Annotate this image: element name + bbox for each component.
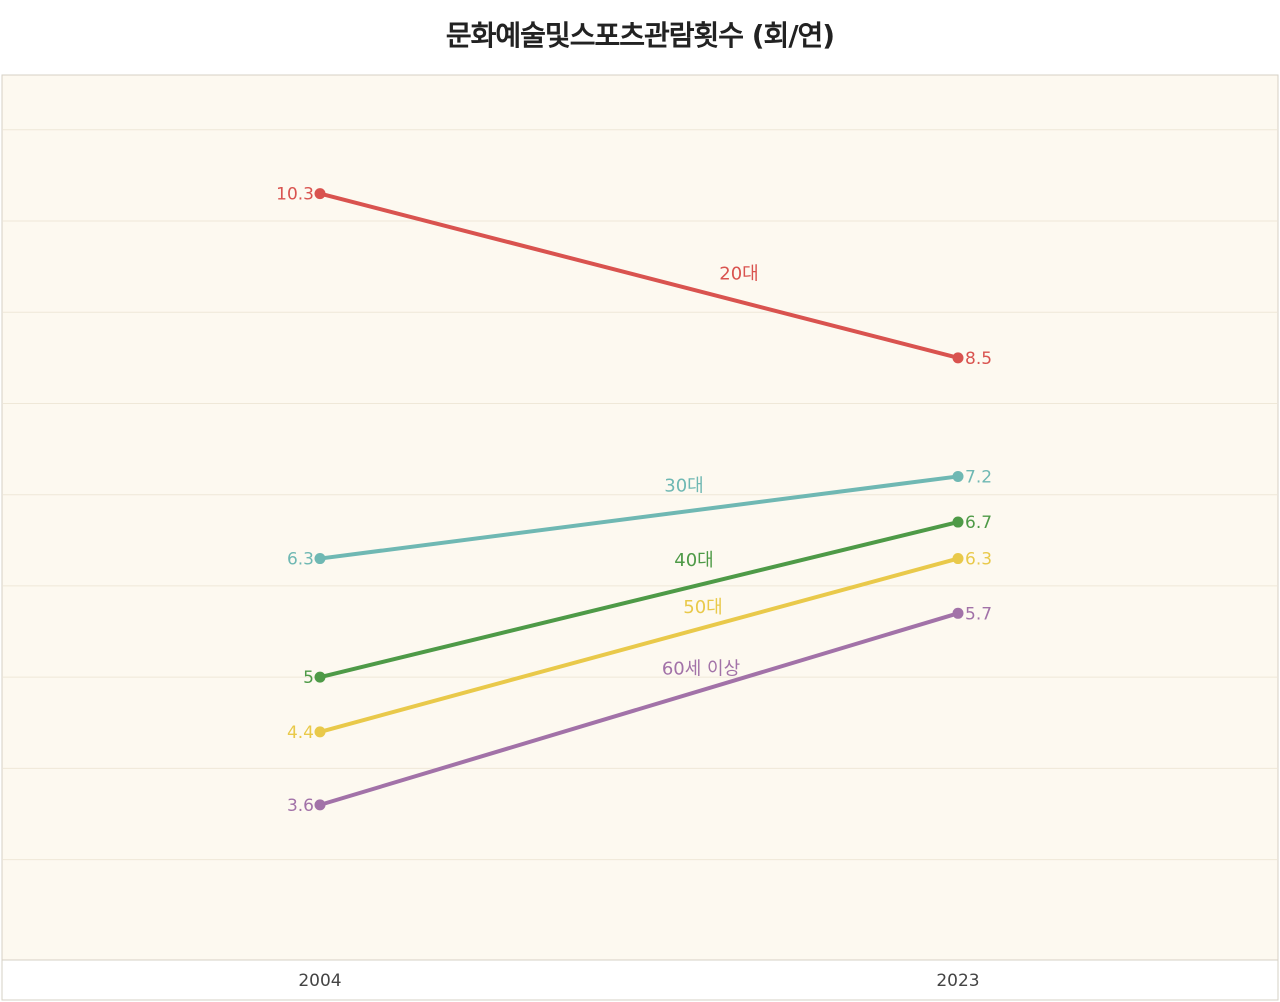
gridlines	[3, 129, 1277, 861]
series-3: 5 6.7 40대	[303, 513, 992, 688]
series-layer: 10.3 8.5 20대 6.3 7.2 30대 5 6.7 40대 4.4 6.3 50대 3.6 5.…	[276, 185, 992, 816]
data-point	[314, 188, 326, 200]
data-point	[952, 607, 964, 619]
data-point	[952, 516, 964, 528]
data-label: 6.3	[287, 550, 314, 570]
x-tick-label: 2004	[298, 971, 341, 991]
data-point	[314, 726, 326, 738]
series-name-label: 30대	[664, 476, 703, 497]
data-point	[314, 799, 326, 811]
series-name-label: 60세 이상	[662, 658, 740, 679]
data-label: 5.7	[965, 604, 992, 624]
series-1: 10.3 8.5 20대	[276, 185, 992, 369]
data-label: 4.4	[287, 723, 314, 743]
series-2: 6.3 7.2 30대	[287, 467, 992, 569]
data-label: 8.5	[965, 349, 992, 369]
data-label: 10.3	[276, 185, 314, 205]
series-name-label: 40대	[674, 550, 713, 571]
series-name-label: 20대	[719, 263, 758, 284]
chart-title: 문화예술및스포츠관람횟수 (회/연)	[445, 19, 835, 52]
x-axis-band	[1, 959, 1279, 1001]
data-point	[952, 553, 964, 565]
data-point	[952, 470, 964, 482]
series-4: 4.4 6.3 50대	[287, 550, 992, 743]
series-line	[318, 474, 960, 561]
series-5: 3.6 5.7 60세 이상	[287, 604, 992, 816]
data-label: 3.6	[287, 796, 314, 816]
data-point	[314, 671, 326, 683]
series-name-label: 50대	[683, 597, 722, 618]
data-label: 5	[303, 668, 314, 688]
series-line	[318, 520, 960, 680]
data-point	[952, 352, 964, 364]
data-label: 7.2	[965, 467, 992, 487]
x-axis-ticks: 2004 2023	[298, 971, 979, 991]
data-label: 6.7	[965, 513, 992, 533]
series-line	[318, 611, 960, 807]
series-line	[318, 556, 960, 734]
data-label: 6.3	[965, 550, 992, 570]
data-point	[314, 553, 326, 565]
series-line	[318, 191, 960, 360]
x-tick-label: 2023	[936, 971, 979, 991]
